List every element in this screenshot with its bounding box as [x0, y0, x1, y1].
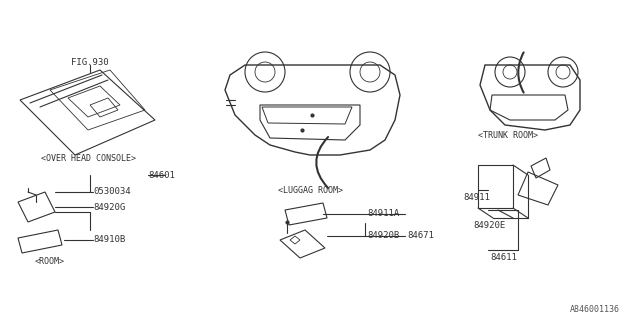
Text: 84911: 84911 — [463, 194, 490, 203]
Text: 84920E: 84920E — [473, 220, 505, 229]
Text: 84920B: 84920B — [367, 231, 399, 241]
Text: 84920G: 84920G — [93, 203, 125, 212]
Text: <TRUNK ROOM>: <TRUNK ROOM> — [478, 131, 538, 140]
Text: 0530034: 0530034 — [93, 188, 131, 196]
Text: <OVER HEAD CONSOLE>: <OVER HEAD CONSOLE> — [40, 154, 136, 163]
Text: FIG.930: FIG.930 — [71, 58, 109, 67]
Text: 84910B: 84910B — [93, 236, 125, 244]
Text: 84601: 84601 — [148, 171, 175, 180]
Text: 84611: 84611 — [490, 253, 517, 262]
Text: <LUGGAG ROOM>: <LUGGAG ROOM> — [278, 186, 342, 195]
Text: A846001136: A846001136 — [570, 306, 620, 315]
Text: 84911A: 84911A — [367, 210, 399, 219]
Text: <ROOM>: <ROOM> — [35, 258, 65, 267]
Text: 84671: 84671 — [407, 231, 434, 241]
